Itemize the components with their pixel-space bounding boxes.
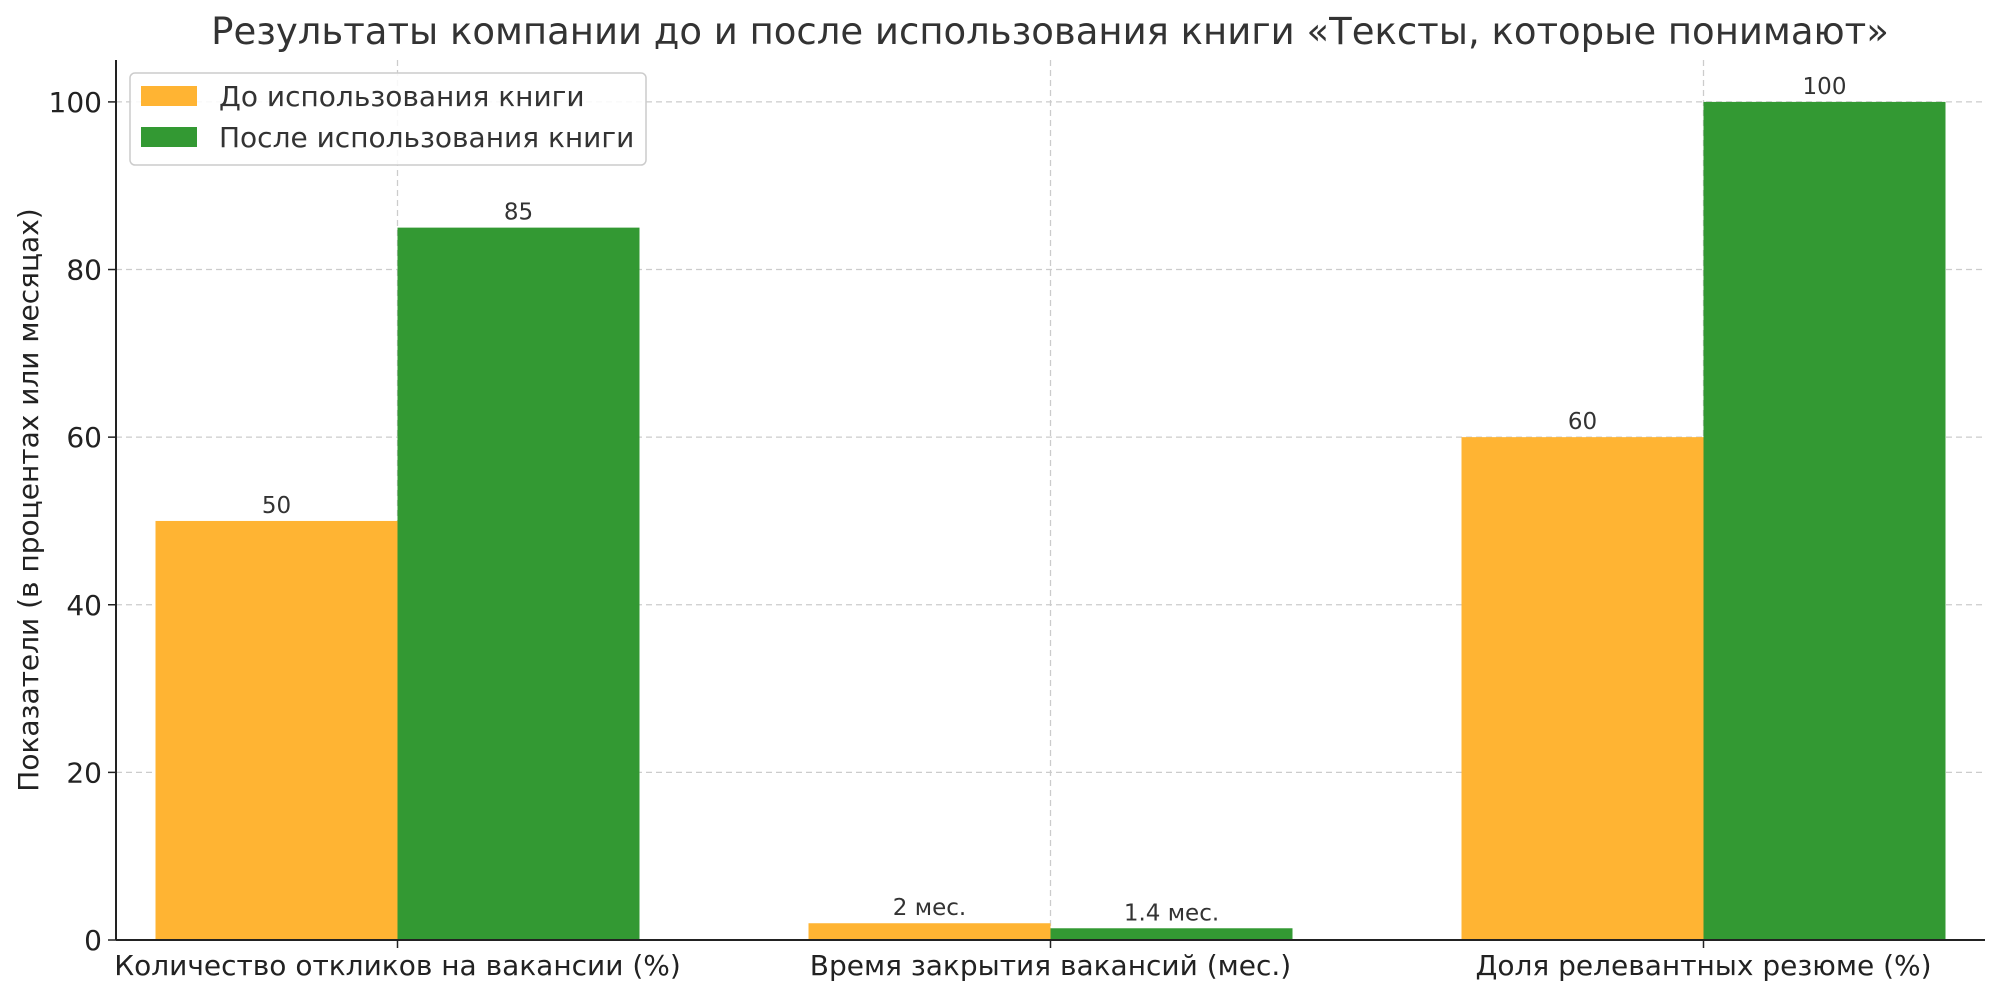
- bar-value-label: 2 мес.: [893, 895, 966, 921]
- axes: 0 20 40 60 80 100 Количество откликов на вакан…: [49, 60, 1985, 982]
- bar-after: [1703, 101, 1946, 940]
- y-tick-label: 100: [49, 86, 102, 119]
- bar-before: [155, 520, 398, 940]
- bar-before: [1461, 437, 1704, 940]
- chart-title: Результаты компании до и после использов…: [211, 10, 1889, 53]
- y-tick-label: 40: [66, 589, 102, 622]
- legend: До использования книги После использовани…: [129, 72, 647, 166]
- bar-after: [397, 227, 640, 941]
- bar-before: [808, 923, 1051, 940]
- bar-value-label: 50: [262, 493, 291, 519]
- bar-value-label: 60: [1568, 409, 1597, 435]
- x-tick-label: Количество откликов на вакансии (%): [114, 949, 681, 982]
- y-tick-label: 60: [66, 421, 102, 454]
- bar-after: [1050, 928, 1293, 940]
- bar-value-label: 85: [504, 200, 533, 226]
- legend-box: [129, 72, 647, 166]
- legend-entry-label: До использования книги: [219, 80, 585, 113]
- x-tick-label: Доля релевантных резюме (%): [1475, 949, 1931, 982]
- y-tick-label: 80: [66, 254, 102, 287]
- bar-value-label: 100: [1803, 74, 1847, 100]
- x-tick-label: Время закрытия вакансий (мес.): [810, 949, 1291, 982]
- legend-swatch: [141, 86, 197, 106]
- y-tick-label: 0: [84, 924, 102, 957]
- bar-value-label: 1.4 мес.: [1124, 900, 1219, 926]
- y-tick-label: 20: [66, 756, 102, 789]
- y-axis-label: Показатели (в процентах или месяцах): [12, 208, 45, 791]
- legend-swatch: [141, 127, 197, 147]
- bars: 50 2 мес. 60 85 1.4 мес. 100: [155, 74, 1946, 941]
- legend-entry-label: После использования книги: [219, 121, 634, 154]
